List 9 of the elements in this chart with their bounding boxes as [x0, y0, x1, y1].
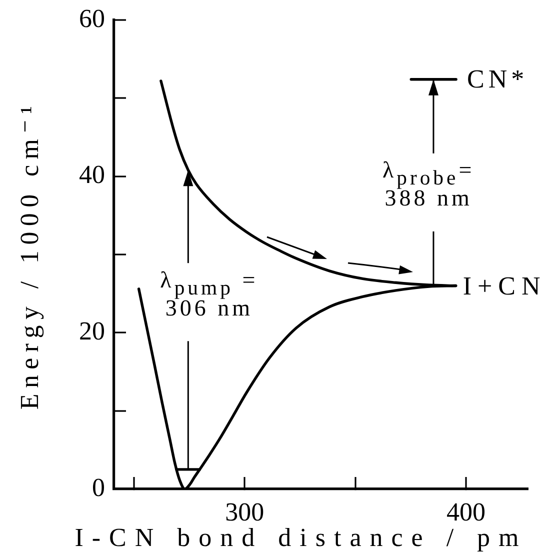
y-axis-title: Energy / 1000 cm⁻¹: [15, 100, 45, 410]
annotation: λ$_{pump}$ = 306 nm: [160, 266, 258, 322]
y-tick-label: 40: [79, 160, 105, 190]
annotation: λ$_{probe}$= 388 nm: [382, 156, 475, 212]
y-tick-label: 60: [79, 4, 105, 33]
y-tick-label: 0: [92, 472, 105, 502]
annotation: CN*: [467, 64, 528, 95]
y-tick-label: 20: [79, 316, 105, 346]
annotation: I+CN: [462, 270, 546, 302]
